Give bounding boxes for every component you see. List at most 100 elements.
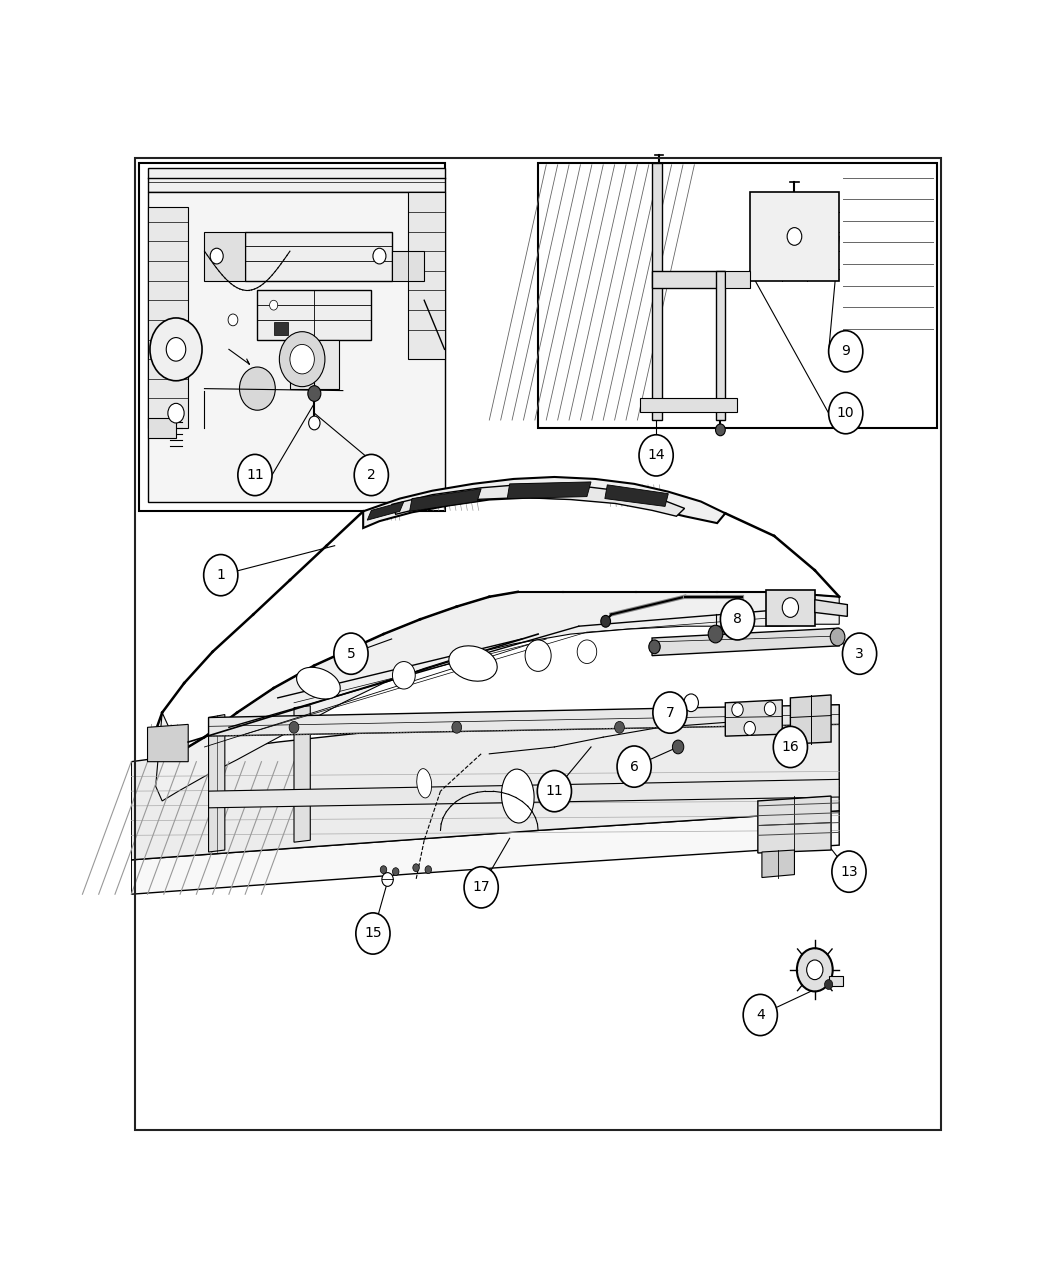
- Polygon shape: [131, 705, 839, 859]
- Circle shape: [382, 872, 394, 886]
- Polygon shape: [652, 270, 726, 288]
- Polygon shape: [363, 477, 726, 528]
- FancyBboxPatch shape: [140, 163, 444, 511]
- Polygon shape: [205, 232, 246, 280]
- Polygon shape: [147, 168, 444, 193]
- Circle shape: [684, 694, 698, 711]
- Circle shape: [393, 662, 415, 688]
- Polygon shape: [407, 193, 444, 360]
- Polygon shape: [147, 724, 188, 761]
- Polygon shape: [131, 811, 839, 894]
- Polygon shape: [246, 232, 392, 280]
- Circle shape: [452, 722, 462, 733]
- Text: 7: 7: [666, 705, 674, 719]
- Polygon shape: [639, 398, 737, 412]
- Polygon shape: [368, 501, 404, 520]
- Ellipse shape: [502, 769, 534, 822]
- Circle shape: [228, 314, 238, 326]
- Circle shape: [538, 770, 571, 812]
- Circle shape: [425, 866, 432, 873]
- Circle shape: [168, 403, 184, 423]
- Polygon shape: [257, 291, 372, 339]
- Circle shape: [166, 338, 186, 361]
- Polygon shape: [815, 599, 847, 616]
- Circle shape: [653, 692, 687, 733]
- Circle shape: [708, 625, 722, 643]
- Circle shape: [782, 598, 799, 617]
- Polygon shape: [290, 339, 339, 389]
- Polygon shape: [147, 193, 444, 501]
- Polygon shape: [726, 700, 782, 736]
- Polygon shape: [294, 706, 311, 843]
- Circle shape: [308, 385, 321, 402]
- Circle shape: [373, 249, 386, 264]
- Polygon shape: [209, 714, 225, 852]
- Polygon shape: [209, 779, 839, 808]
- Circle shape: [828, 393, 863, 434]
- Circle shape: [279, 332, 324, 386]
- Polygon shape: [147, 418, 176, 437]
- Text: 5: 5: [346, 646, 355, 660]
- Text: 10: 10: [837, 407, 855, 421]
- Text: 6: 6: [630, 760, 638, 774]
- Ellipse shape: [417, 769, 432, 798]
- Text: 8: 8: [733, 612, 742, 626]
- Text: 11: 11: [246, 468, 264, 482]
- Circle shape: [413, 863, 419, 872]
- Polygon shape: [155, 592, 839, 801]
- Text: 15: 15: [364, 927, 382, 941]
- Polygon shape: [274, 321, 289, 334]
- Circle shape: [210, 249, 224, 264]
- Text: 11: 11: [546, 784, 563, 798]
- Polygon shape: [726, 270, 750, 288]
- Polygon shape: [410, 488, 481, 511]
- Circle shape: [270, 300, 277, 310]
- Polygon shape: [830, 975, 843, 986]
- Circle shape: [614, 722, 625, 733]
- Polygon shape: [766, 590, 815, 626]
- Polygon shape: [209, 705, 839, 736]
- Circle shape: [464, 867, 499, 908]
- Text: 4: 4: [756, 1009, 764, 1023]
- Circle shape: [764, 701, 776, 715]
- Circle shape: [806, 960, 823, 979]
- Circle shape: [204, 555, 238, 595]
- Circle shape: [578, 640, 596, 663]
- Circle shape: [309, 416, 320, 430]
- Polygon shape: [392, 483, 685, 516]
- Circle shape: [150, 317, 202, 381]
- Circle shape: [354, 454, 388, 496]
- Polygon shape: [392, 251, 424, 280]
- Circle shape: [290, 344, 314, 374]
- Circle shape: [743, 994, 777, 1035]
- Circle shape: [525, 640, 551, 672]
- Circle shape: [842, 634, 877, 674]
- Polygon shape: [750, 193, 839, 280]
- Circle shape: [289, 722, 299, 733]
- Circle shape: [617, 746, 651, 787]
- Text: 14: 14: [647, 449, 665, 463]
- Polygon shape: [605, 484, 669, 506]
- Circle shape: [744, 722, 755, 733]
- Circle shape: [828, 330, 863, 372]
- Circle shape: [720, 599, 755, 640]
- Polygon shape: [715, 270, 726, 419]
- Polygon shape: [791, 695, 832, 745]
- Text: 2: 2: [366, 468, 376, 482]
- Text: 13: 13: [840, 864, 858, 878]
- Circle shape: [238, 454, 272, 496]
- Text: 9: 9: [841, 344, 851, 358]
- Text: 16: 16: [781, 740, 799, 754]
- Circle shape: [639, 435, 673, 476]
- Polygon shape: [507, 482, 591, 499]
- Circle shape: [831, 629, 845, 646]
- Circle shape: [732, 703, 743, 717]
- Circle shape: [601, 616, 610, 627]
- Circle shape: [824, 979, 833, 989]
- Circle shape: [380, 866, 386, 873]
- Circle shape: [715, 425, 726, 436]
- Circle shape: [744, 722, 755, 736]
- Ellipse shape: [448, 646, 498, 681]
- Circle shape: [832, 850, 866, 892]
- Circle shape: [788, 228, 802, 245]
